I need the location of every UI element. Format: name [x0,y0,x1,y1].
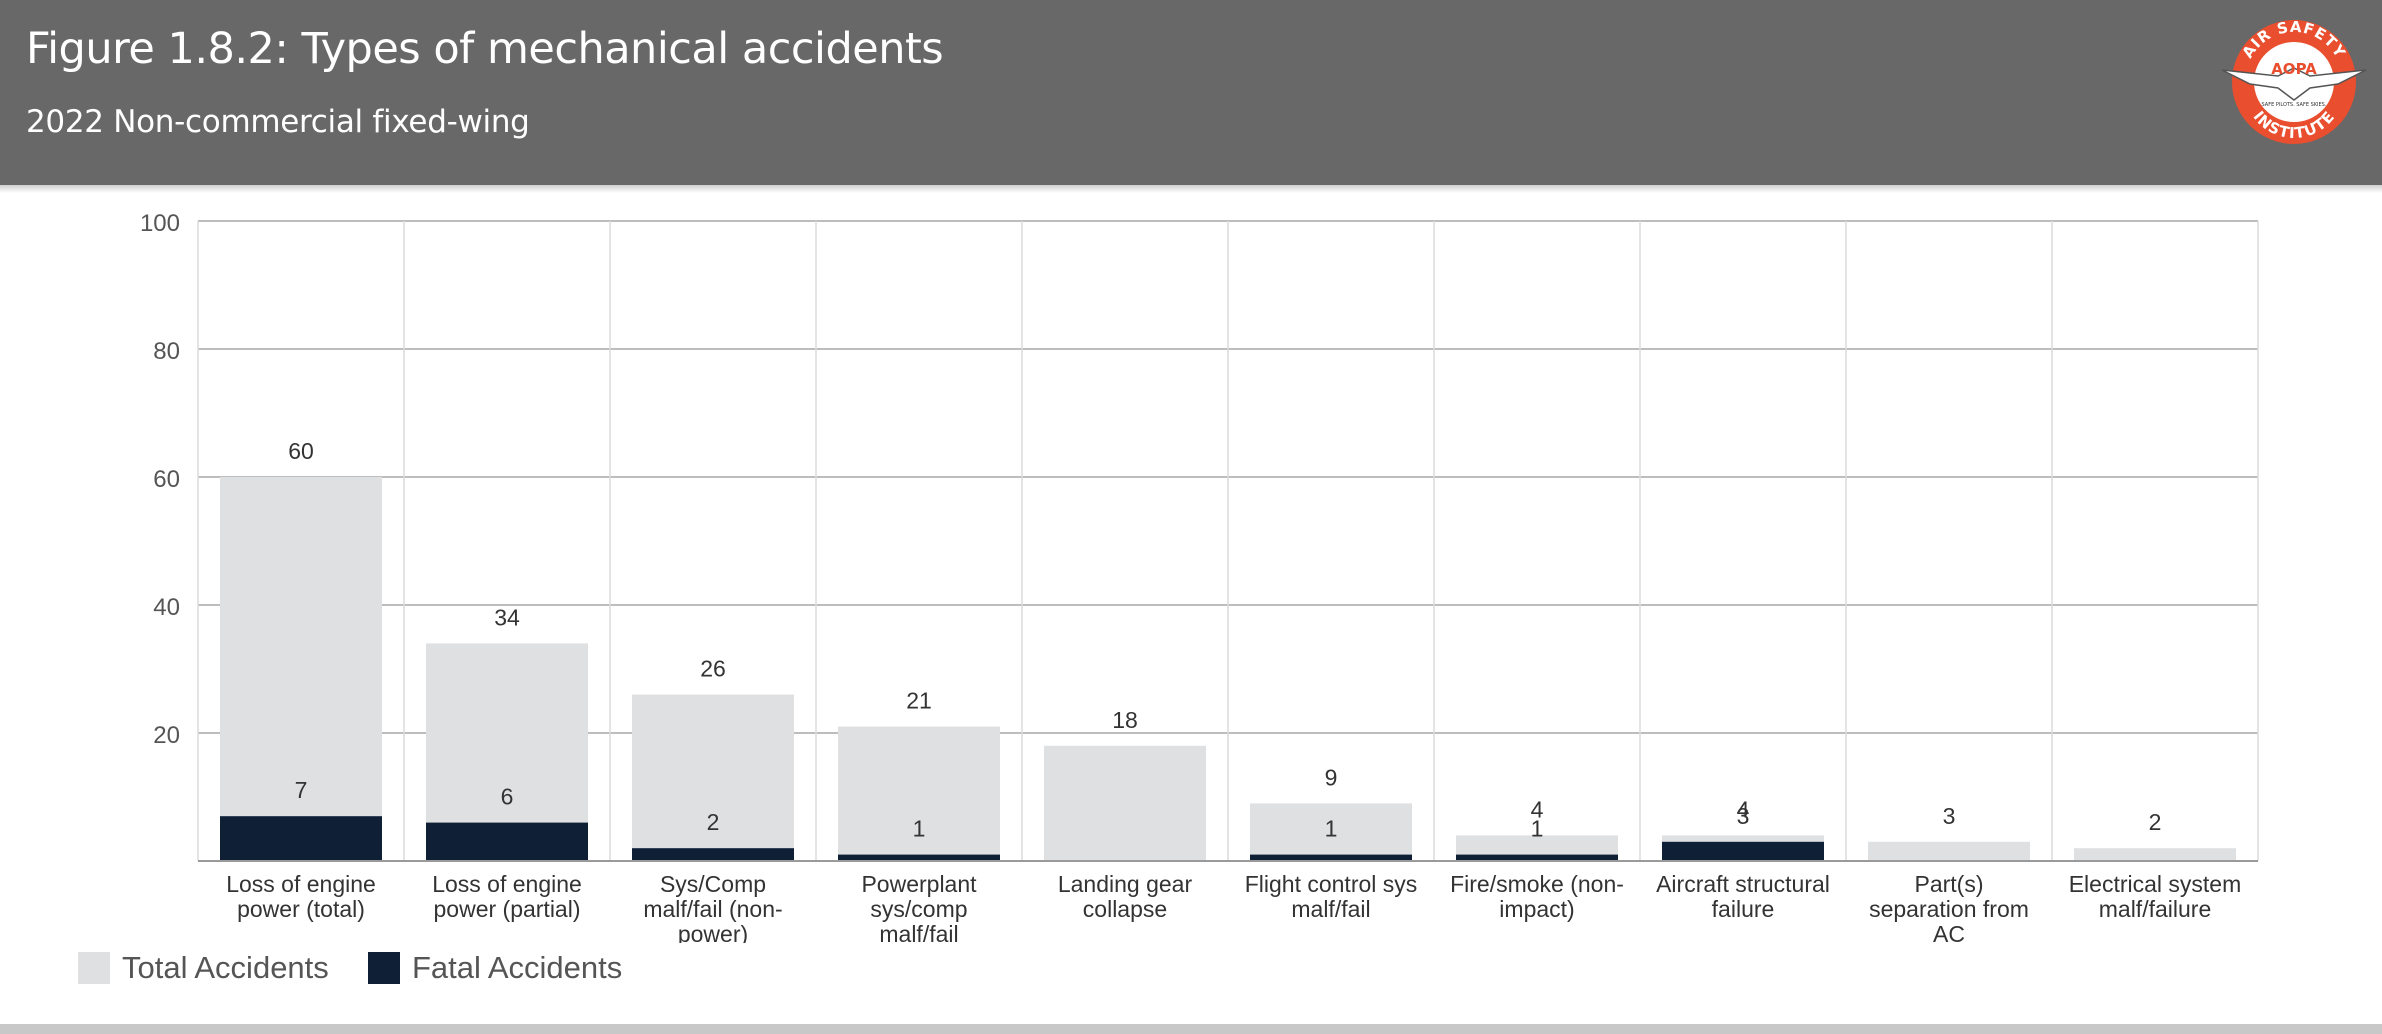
data-label-fatal-7: 3 [1737,803,1750,829]
category-label-3-line-1: sys/comp [870,896,967,922]
data-label-total-5: 9 [1325,764,1338,790]
category-label-0-line-1: power (total) [237,896,365,922]
bar-fatal-1 [426,822,588,861]
data-label-fatal-1: 6 [501,784,514,810]
bar-fatal-3 [838,854,1000,861]
category-label-7-line-1: failure [1712,896,1775,922]
bar-total-2 [632,694,794,861]
header-shadow [0,185,2382,193]
bar-total-8 [1868,841,2030,861]
data-label-total-0: 60 [288,438,314,464]
data-label-total-6: 4 [1531,796,1544,822]
category-label-7-line-0: Aircraft structural [1656,871,1830,897]
category-label-4-line-0: Landing gear [1058,871,1193,897]
category-label-8-line-1: separation from [1869,896,2029,922]
legend-swatch-total [78,952,110,984]
logo-wings [2221,67,2367,101]
y-tick-label-20: 20 [153,722,180,749]
y-tick-label-80: 80 [153,338,180,365]
y-tick-label-60: 60 [153,466,180,493]
bar-fatal-7 [1662,841,1824,861]
bar-fatal-5 [1250,854,1412,861]
bar-total-9 [2074,848,2236,861]
category-label-1-line-1: power (partial) [434,896,581,922]
category-label-1-line-0: Loss of engine [432,871,582,897]
bar-total-3 [838,726,1000,861]
page-subtitle: 2022 Non-commercial fixed-wing [26,104,530,140]
bar-total-0 [220,477,382,861]
data-label-fatal-3: 1 [913,816,926,842]
data-label-fatal-2: 2 [707,809,720,835]
logo-tagline: SAFE PILOTS. SAFE SKIES. [2262,102,2327,108]
category-label-4-line-1: collapse [1083,896,1167,922]
logo-center-text: AOPA [2271,60,2317,78]
category-label-5-line-0: Flight control sys [1245,871,1418,897]
bottom-border [0,1024,2382,1034]
data-label-total-2: 26 [700,656,726,682]
category-label-3-line-2: malf/fail [879,921,958,943]
bar-fatal-2 [632,848,794,861]
category-label-2-line-2: power) [678,921,748,943]
category-label-8-line-0: Part(s) [1915,871,1984,897]
data-label-total-1: 34 [494,604,520,630]
category-label-5-line-1: malf/fail [1291,896,1370,922]
category-label-9-line-1: malf/failure [2099,896,2211,922]
y-tick-label-40: 40 [153,594,180,621]
legend-label-total: Total Accidents [122,950,329,985]
data-label-fatal-6: 1 [1531,816,1544,842]
bar-total-5 [1250,803,1412,861]
data-label-fatal-0: 7 [295,777,308,803]
category-label-6-line-1: impact) [1499,896,1574,922]
legend-label-fatal: Fatal Accidents [412,950,623,985]
data-label-total-9: 2 [2149,809,2162,835]
data-label-total-3: 21 [906,688,932,714]
bar-fatal-6 [1456,854,1618,861]
category-label-3-line-0: Powerplant [861,871,977,897]
category-label-2-line-0: Sys/Comp [660,871,766,897]
y-tick-label-100: 100 [140,210,180,237]
category-label-9-line-0: Electrical system [2069,871,2242,897]
data-label-fatal-5: 1 [1325,816,1338,842]
page-title: Figure 1.8.2: Types of mechanical accide… [26,24,944,74]
category-label-2-line-1: malf/fail (non- [643,896,782,922]
category-label-0-line-0: Loss of engine [226,871,376,897]
category-label-6-line-0: Fire/smoke (non- [1450,871,1624,897]
legend-swatch-fatal [368,952,400,984]
header-banner: Figure 1.8.2: Types of mechanical accide… [0,0,2382,185]
bar-total-4 [1044,745,1206,861]
aopa-air-safety-institute-logo: AIR SAFETY INSTITUTE AOPA SAFE PILOTS. S… [2221,18,2367,144]
data-label-total-7: 4 [1737,796,1750,822]
bar-fatal-0 [220,816,382,861]
data-label-total-8: 3 [1943,803,1956,829]
category-label-8-line-2: AC [1933,921,1965,943]
data-label-total-4: 18 [1112,707,1138,733]
